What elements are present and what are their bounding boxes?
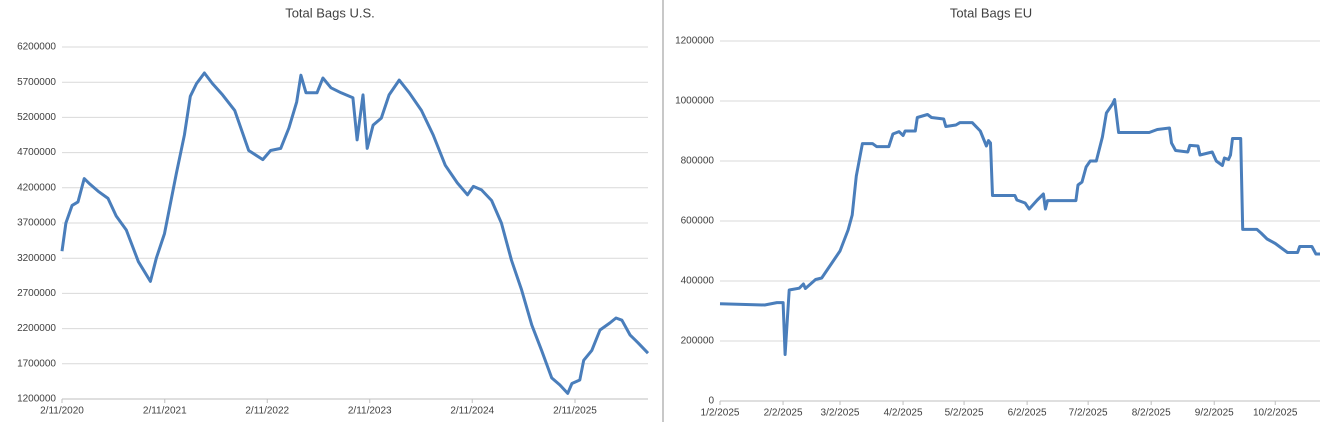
- chart-title: Total Bags U.S.: [285, 5, 375, 20]
- data-line: [60, 71, 650, 395]
- x-tick-label: 8/2/2025: [1132, 408, 1171, 419]
- y-tick-label: 1000000: [675, 96, 714, 107]
- y-tick-label: 4200000: [17, 182, 56, 193]
- y-tick-label: 5200000: [17, 112, 56, 123]
- x-tick-label: 2/11/2021: [143, 406, 187, 417]
- x-tick-label: 2/11/2022: [245, 406, 289, 417]
- y-tick-label: 2200000: [17, 323, 56, 334]
- y-tick-label: 6200000: [17, 42, 56, 53]
- y-tick-label: 600000: [681, 216, 715, 227]
- x-tick-label: 3/2/2025: [821, 408, 860, 419]
- x-tick-label: 2/2/2025: [764, 408, 803, 419]
- y-tick-label: 3200000: [17, 253, 56, 264]
- x-tick-label: 2/11/2023: [348, 406, 392, 417]
- y-tick-label: 2700000: [17, 288, 56, 299]
- y-tick-label: 0: [708, 396, 714, 407]
- x-tick-label: 2/11/2024: [450, 406, 494, 417]
- x-tick-label: 4/2/2025: [884, 408, 923, 419]
- y-tick-label: 4700000: [17, 147, 56, 158]
- y-tick-label: 1700000: [17, 358, 56, 369]
- y-tick-label: 1200000: [675, 36, 714, 47]
- x-tick-label: 10/2/2025: [1253, 408, 1298, 419]
- x-tick-label: 2/11/2025: [553, 406, 597, 417]
- y-tick-label: 200000: [681, 336, 715, 347]
- x-tick-label: 5/2/2025: [945, 408, 984, 419]
- x-tick-label: 2/11/2020: [40, 406, 84, 417]
- y-tick-label: 1200000: [17, 394, 56, 405]
- x-tick-label: 1/2/2025: [701, 408, 740, 419]
- data-line: [719, 98, 1320, 356]
- y-tick-label: 400000: [681, 276, 715, 287]
- x-tick-label: 6/2/2025: [1008, 408, 1047, 419]
- x-tick-label: 7/2/2025: [1069, 408, 1108, 419]
- y-tick-label: 5700000: [17, 77, 56, 88]
- x-tick-label: 9/2/2025: [1195, 408, 1234, 419]
- chart-title: Total Bags EU: [950, 5, 1032, 20]
- y-tick-label: 800000: [681, 156, 715, 167]
- y-tick-label: 3700000: [17, 218, 56, 229]
